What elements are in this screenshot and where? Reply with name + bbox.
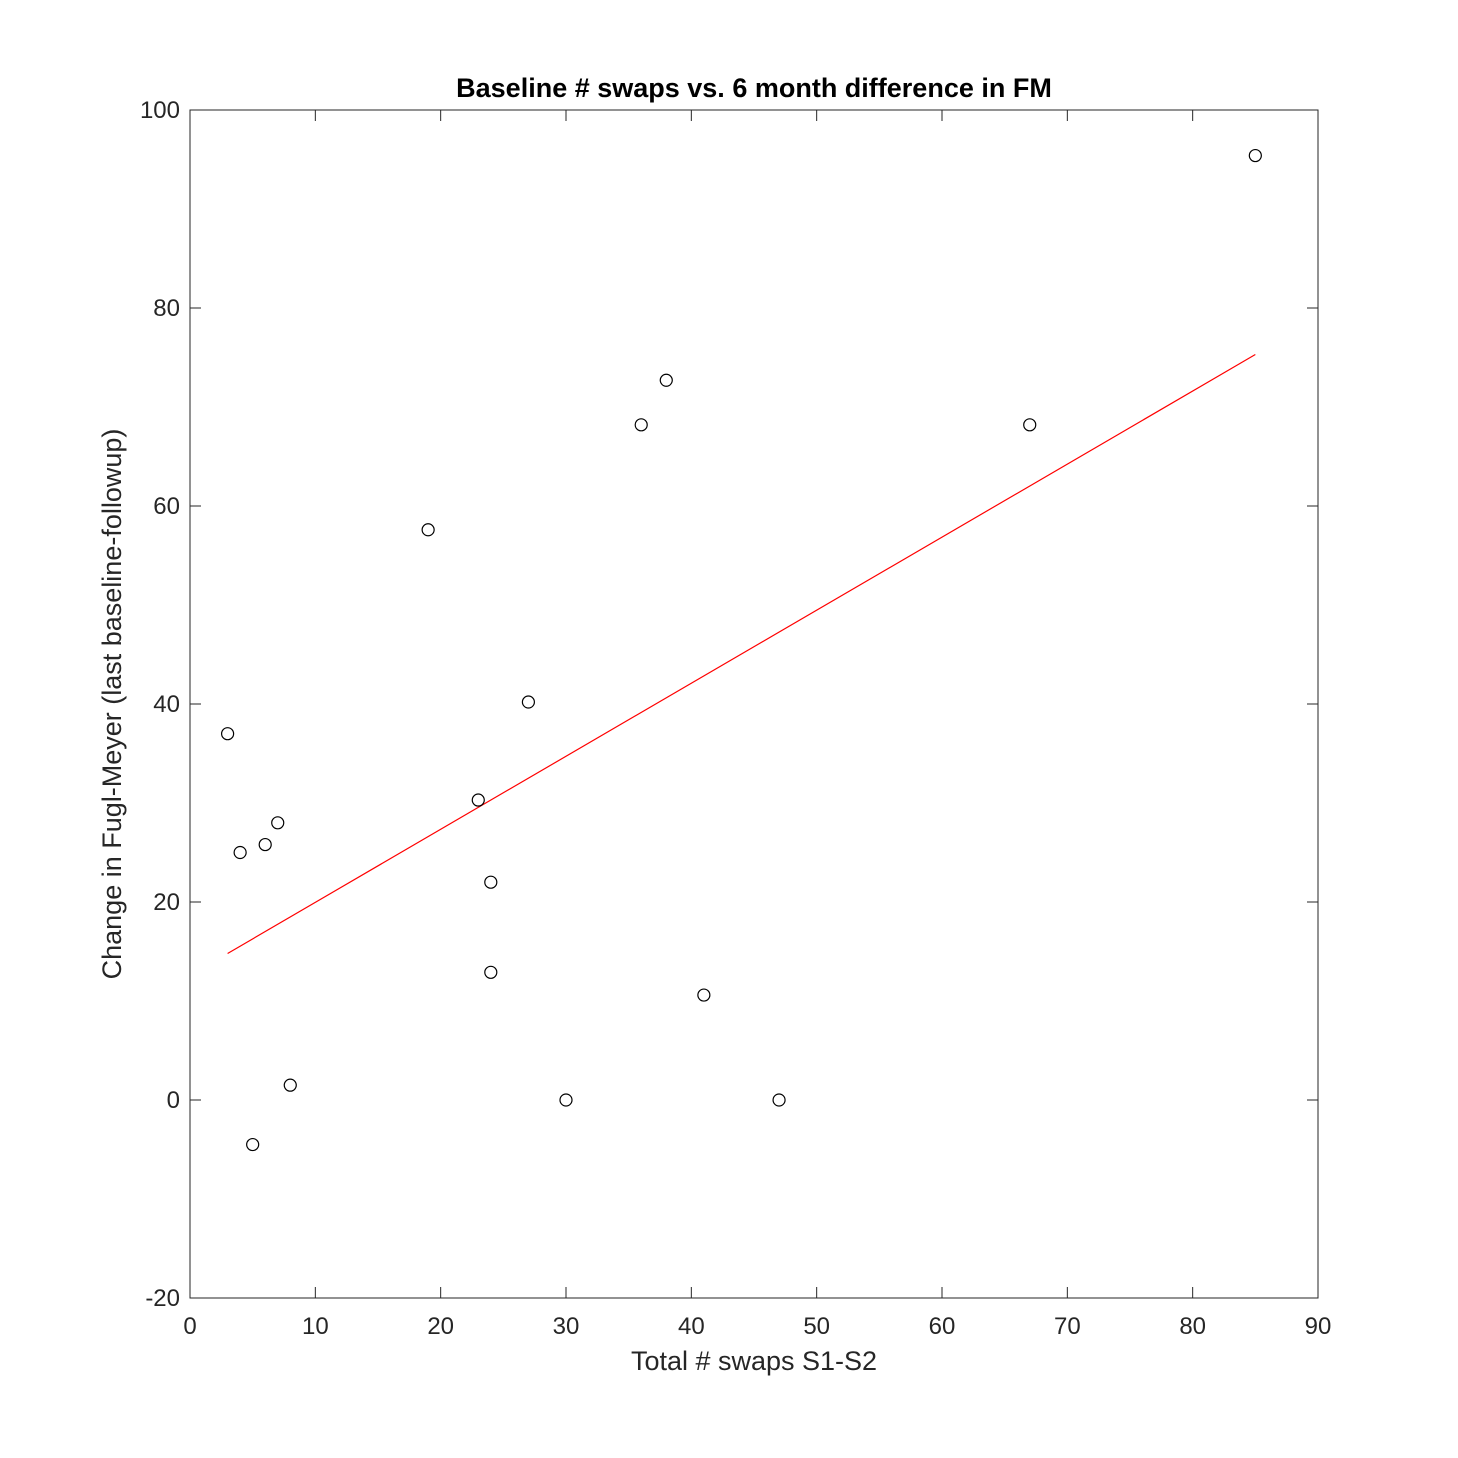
data-point-8 bbox=[484, 875, 498, 889]
x-tick-label: 30 bbox=[553, 1313, 580, 1340]
y-tick-label: -20 bbox=[145, 1285, 180, 1312]
x-tick-label: 60 bbox=[929, 1313, 956, 1340]
fit-line bbox=[227, 354, 1256, 954]
chart-title: Baseline # swaps vs. 6 month difference … bbox=[456, 73, 1052, 103]
data-point-12 bbox=[634, 418, 648, 432]
x-tick-label: 40 bbox=[678, 1313, 705, 1340]
data-point-3 bbox=[258, 837, 272, 852]
data-point-15 bbox=[772, 1093, 786, 1107]
axes-box bbox=[189, 109, 1319, 1299]
x-tick-label: 80 bbox=[1179, 1313, 1206, 1340]
x-tick-label: 10 bbox=[302, 1313, 329, 1340]
data-point-2 bbox=[246, 1137, 260, 1152]
x-axis-title: Total # swaps S1-S2 bbox=[631, 1346, 877, 1376]
data-point-6 bbox=[421, 523, 435, 537]
data-point-4 bbox=[271, 816, 285, 830]
y-tick-label: 20 bbox=[153, 889, 180, 916]
x-tick-label: 50 bbox=[803, 1313, 830, 1340]
data-point-16 bbox=[1023, 418, 1037, 432]
data-point-17 bbox=[1248, 148, 1262, 163]
data-point-11 bbox=[559, 1093, 573, 1107]
y-tick-label: 100 bbox=[140, 97, 180, 124]
data-point-0 bbox=[221, 727, 235, 741]
data-point-7 bbox=[471, 793, 485, 807]
data-point-9 bbox=[484, 965, 498, 979]
y-tick-label: 80 bbox=[153, 295, 180, 322]
data-point-14 bbox=[697, 988, 711, 1002]
y-axis-title: Change in Fugl-Meyer (last baseline-foll… bbox=[97, 429, 127, 980]
y-tick-label: 40 bbox=[153, 691, 180, 718]
data-point-5 bbox=[283, 1078, 297, 1092]
x-tick-label: 0 bbox=[183, 1313, 196, 1340]
data-point-1 bbox=[233, 845, 247, 860]
y-tick-label: 60 bbox=[153, 493, 180, 520]
x-tick-label: 20 bbox=[427, 1313, 454, 1340]
y-tick-label: 0 bbox=[167, 1087, 180, 1114]
data-point-13 bbox=[659, 373, 673, 387]
x-tick-label: 90 bbox=[1305, 1313, 1332, 1340]
data-point-10 bbox=[521, 695, 536, 709]
x-tick-label: 70 bbox=[1054, 1313, 1081, 1340]
